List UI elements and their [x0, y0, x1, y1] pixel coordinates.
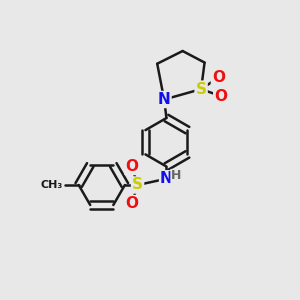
Text: O: O: [214, 88, 227, 104]
Text: N: N: [160, 171, 173, 186]
Text: O: O: [125, 159, 138, 174]
Text: H: H: [171, 169, 181, 182]
Text: CH₃: CH₃: [41, 180, 63, 190]
Text: S: S: [196, 82, 207, 97]
Text: N: N: [158, 92, 170, 107]
Text: O: O: [212, 70, 225, 85]
Text: S: S: [132, 178, 143, 193]
Text: O: O: [125, 196, 138, 211]
